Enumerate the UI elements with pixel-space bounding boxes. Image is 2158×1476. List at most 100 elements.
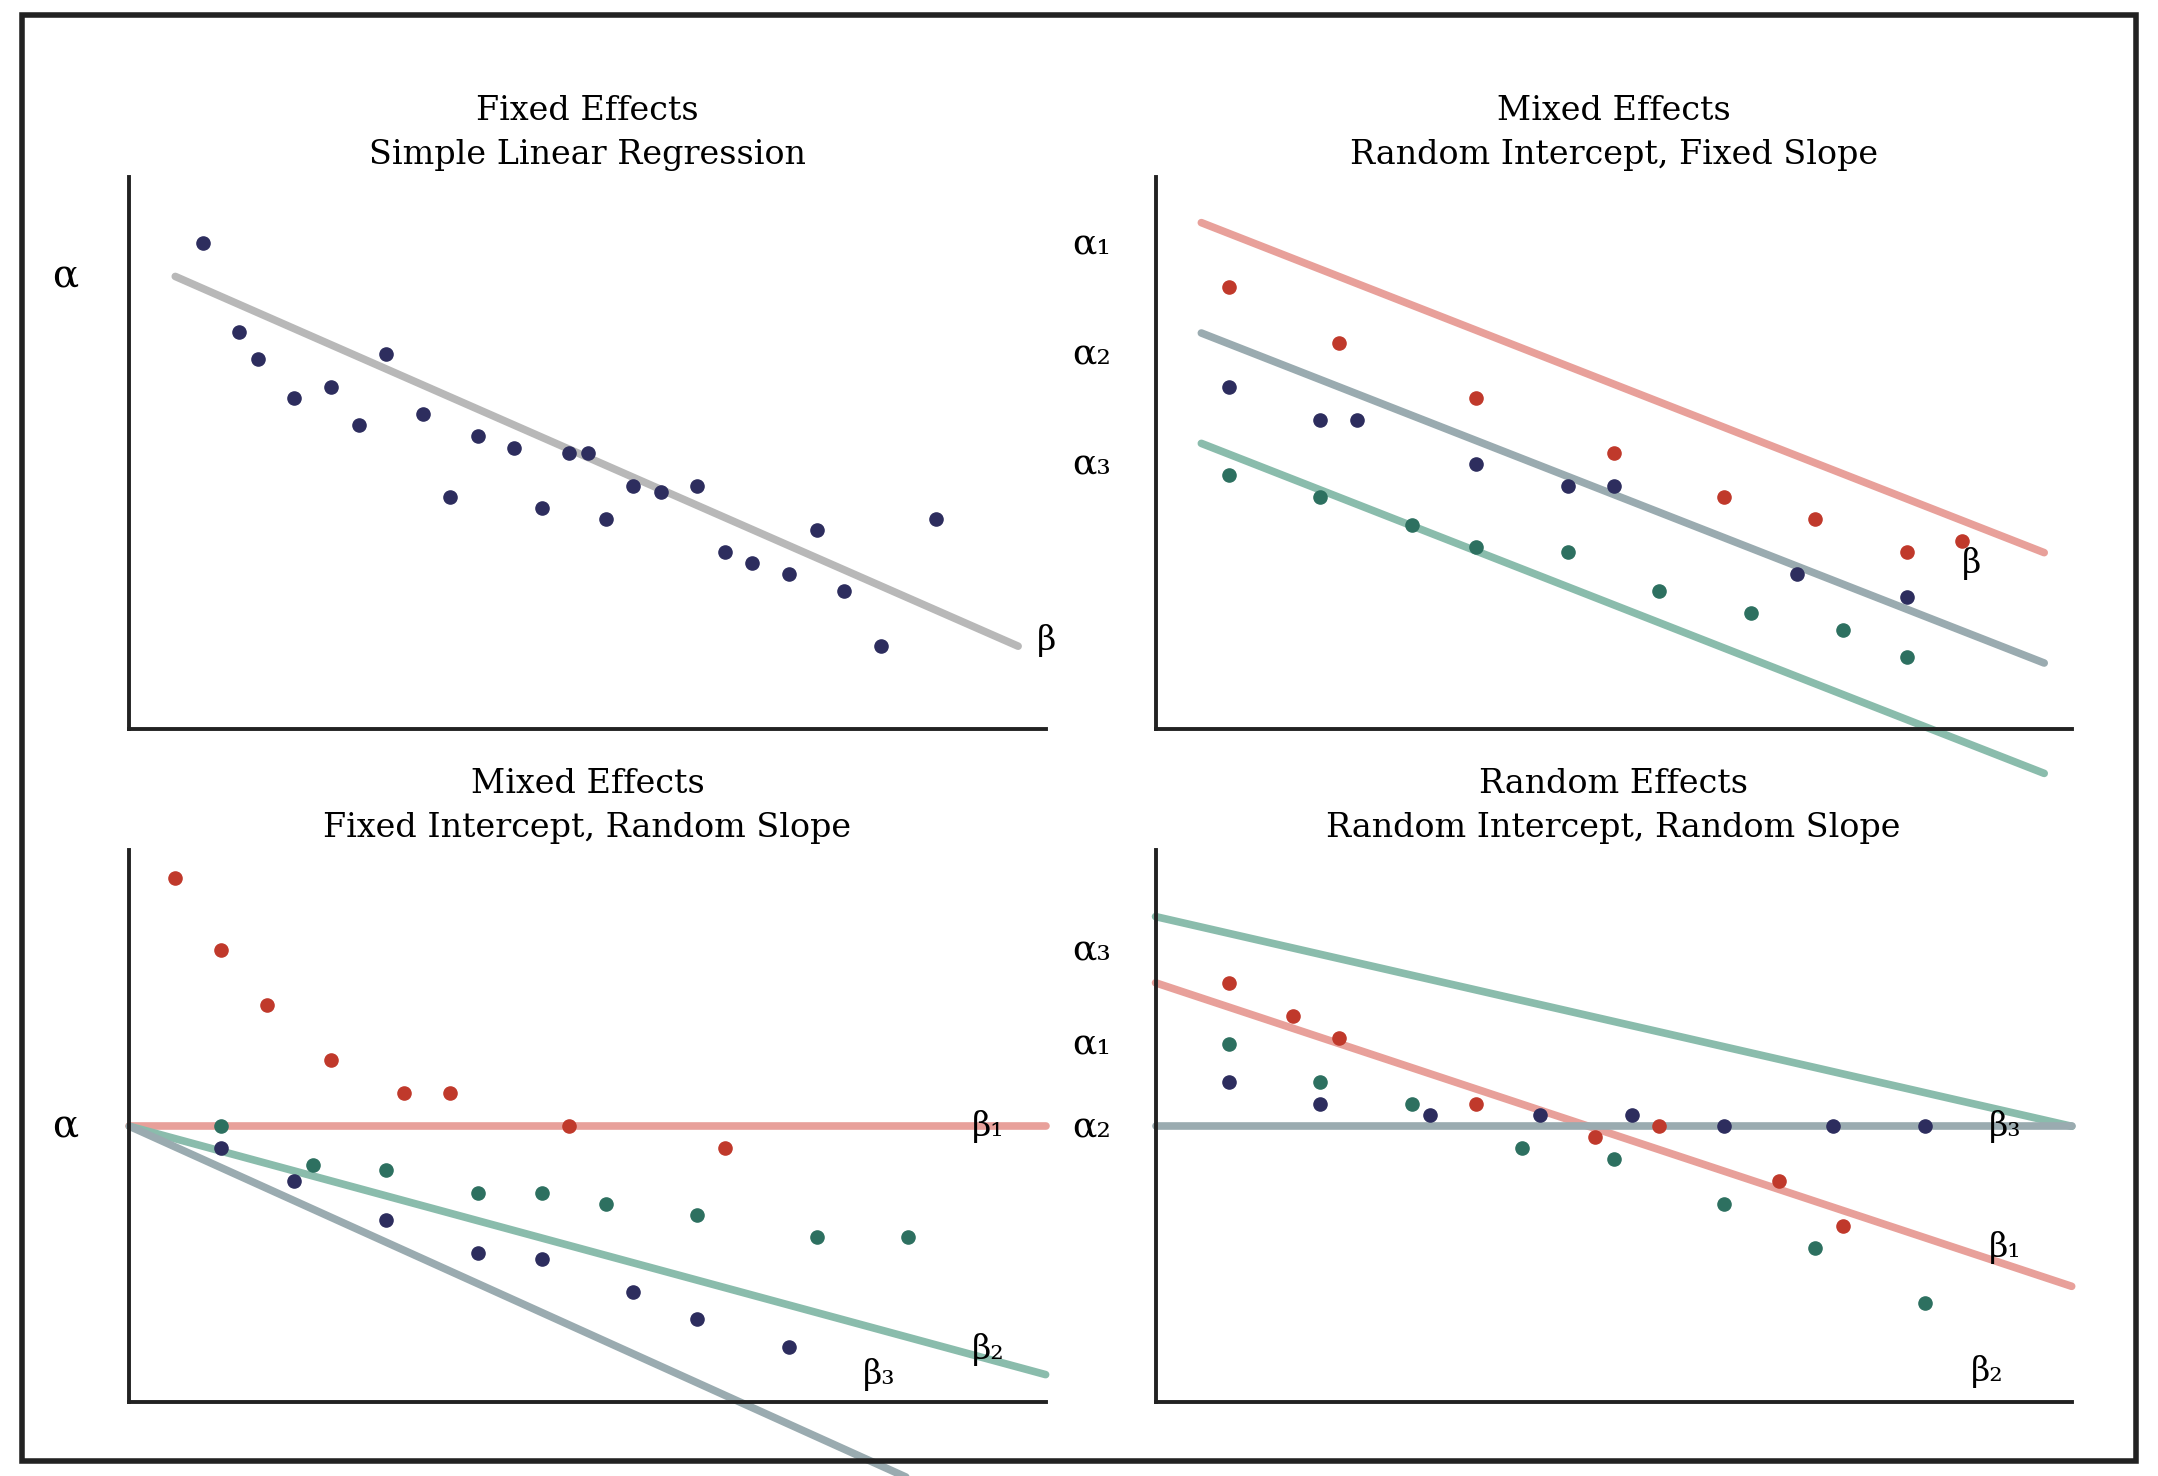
Point	[524, 1247, 559, 1271]
Point	[158, 866, 192, 890]
Point	[1798, 1235, 1832, 1259]
Point	[1211, 463, 1245, 487]
Text: α₁: α₁	[1073, 226, 1111, 260]
Point	[524, 1181, 559, 1204]
Point	[552, 1114, 587, 1138]
Point	[1890, 645, 1925, 669]
Text: α₂: α₂	[1073, 337, 1111, 370]
Point	[296, 1153, 330, 1176]
Text: β₁: β₁	[1990, 1231, 2022, 1263]
Point	[1211, 1070, 1245, 1094]
Point	[1303, 1070, 1338, 1094]
Point	[1761, 1169, 1795, 1193]
Point	[1303, 486, 1338, 509]
Text: β₁: β₁	[973, 1110, 1006, 1142]
Point	[1707, 486, 1742, 509]
Point	[798, 1225, 833, 1249]
Text: α₃: α₃	[1073, 447, 1111, 481]
Text: Random Effects: Random Effects	[1478, 768, 1748, 800]
Point	[406, 403, 440, 427]
Point	[1944, 530, 1979, 554]
Point	[680, 474, 714, 497]
Text: β₂: β₂	[973, 1333, 1006, 1367]
Point	[460, 1181, 494, 1204]
Text: β₂: β₂	[1970, 1355, 2003, 1389]
Text: Random Intercept, Fixed Slope: Random Intercept, Fixed Slope	[1349, 139, 1877, 171]
Point	[1597, 441, 1631, 465]
Point	[1597, 474, 1631, 497]
Point	[680, 1203, 714, 1227]
Point	[1826, 618, 1860, 642]
Point	[369, 342, 404, 366]
Point	[773, 1336, 807, 1359]
Text: Fixed Intercept, Random Slope: Fixed Intercept, Random Slope	[324, 812, 852, 844]
Text: α: α	[52, 258, 78, 295]
Point	[1394, 514, 1429, 537]
Point	[680, 1308, 714, 1331]
Point	[773, 562, 807, 586]
Point	[1908, 1114, 1942, 1138]
Text: α₃: α₃	[1073, 933, 1111, 967]
Point	[524, 496, 559, 520]
Point	[552, 441, 587, 465]
Point	[798, 518, 833, 542]
Point	[1321, 1026, 1355, 1049]
Point	[313, 1048, 347, 1072]
Text: Random Intercept, Random Slope: Random Intercept, Random Slope	[1327, 812, 1901, 844]
Point	[1303, 409, 1338, 432]
Text: α₂: α₂	[1073, 1110, 1111, 1144]
Point	[203, 1137, 237, 1160]
Point	[1798, 508, 1832, 531]
Point	[1459, 534, 1493, 558]
Point	[708, 540, 742, 564]
Point	[570, 441, 604, 465]
Point	[615, 1280, 650, 1303]
Point	[1340, 409, 1375, 432]
Point	[496, 435, 531, 459]
Point	[1597, 1147, 1631, 1170]
Point	[1211, 375, 1245, 399]
Point	[1211, 971, 1245, 995]
Point	[434, 1082, 468, 1106]
Text: β: β	[1036, 624, 1055, 657]
Point	[186, 232, 220, 255]
Point	[1524, 1104, 1558, 1128]
Point	[827, 579, 861, 602]
Point	[1890, 584, 1925, 608]
Point	[250, 993, 285, 1017]
Point	[1552, 540, 1586, 564]
Point	[276, 387, 311, 410]
Point	[891, 1225, 926, 1249]
Point	[708, 1137, 742, 1160]
Point	[589, 1191, 624, 1215]
Point	[1459, 1092, 1493, 1116]
Point	[203, 937, 237, 961]
Point	[276, 1169, 311, 1193]
Point	[1552, 474, 1586, 497]
Point	[736, 552, 770, 576]
Point	[369, 1159, 404, 1182]
Point	[1275, 1004, 1310, 1027]
Point	[1459, 452, 1493, 475]
Text: α: α	[52, 1108, 78, 1145]
Point	[1577, 1126, 1612, 1150]
Text: β: β	[1962, 548, 1981, 580]
Point	[1413, 1104, 1448, 1128]
Point	[460, 1241, 494, 1265]
Point	[1707, 1191, 1742, 1215]
Point	[460, 425, 494, 449]
Point	[1642, 1114, 1677, 1138]
Point	[1459, 387, 1493, 410]
Point	[863, 635, 898, 658]
Point	[1890, 540, 1925, 564]
Text: α₁: α₁	[1073, 1026, 1111, 1060]
Point	[1394, 1092, 1429, 1116]
Point	[1642, 579, 1677, 602]
Text: Mixed Effects: Mixed Effects	[470, 768, 704, 800]
Point	[1211, 1032, 1245, 1055]
Point	[240, 347, 274, 370]
Text: Fixed Effects: Fixed Effects	[477, 94, 699, 127]
Point	[1504, 1137, 1539, 1160]
Text: Simple Linear Regression: Simple Linear Regression	[369, 139, 805, 171]
Point	[1826, 1213, 1860, 1237]
